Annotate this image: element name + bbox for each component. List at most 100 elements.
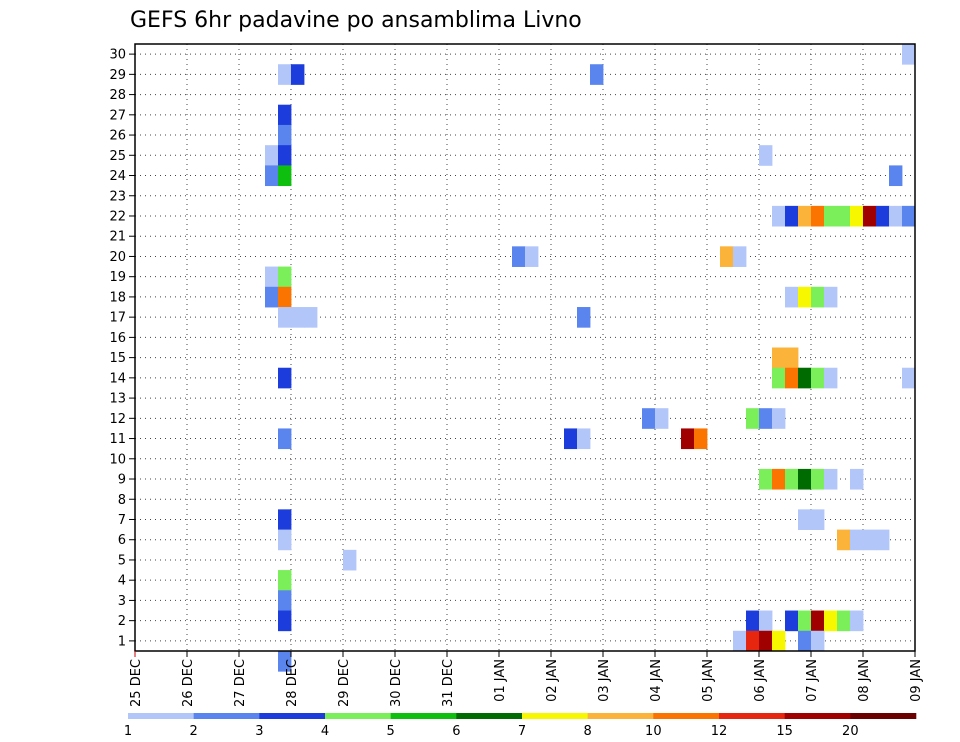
precip-cell [525,246,539,267]
colorbar-swatch [522,713,588,719]
x-tick-label: 03 JAN [597,659,612,702]
colorbar-label: 6 [452,724,460,739]
y-tick-label: 22 [109,209,126,224]
precip-cell [785,347,799,369]
precip-cell [278,307,292,328]
precip-cell [889,205,903,227]
precip-cell [278,367,292,389]
precip-cell [720,246,734,267]
precip-cell [733,630,747,652]
colorbar-swatch [325,713,391,719]
precip-cell [577,307,591,328]
y-tick-label: 6 [118,533,126,548]
precip-cell [850,205,864,227]
colorbar-label: 5 [387,724,395,739]
precip-cell [278,266,292,288]
x-tick-label: 27 DEC [233,659,248,707]
x-tick-label: 29 DEC [337,659,352,707]
precip-cell [811,367,825,389]
y-tick-label: 23 [109,189,126,204]
x-tick-label: 30 DEC [389,659,404,707]
precip-cell [798,630,812,652]
x-tick-label: 28 DEC [285,659,300,707]
precip-cell [512,246,526,267]
precip-cell [837,529,851,551]
precip-cell [811,509,825,530]
precip-cell [278,286,292,308]
colorbar-swatch [128,713,194,719]
precip-cell [798,468,812,490]
precip-cell [876,529,890,551]
y-tick-label: 16 [109,331,126,346]
x-tick-label: 05 JAN [701,659,716,702]
precip-cell [772,468,786,490]
precip-cell [824,610,838,632]
precip-cell [785,468,799,490]
precip-cell [759,630,773,652]
precip-cell [694,428,708,450]
precip-cell [785,367,799,389]
precip-cell [785,286,799,308]
precip-cell [772,205,786,227]
y-tick-label: 12 [109,412,126,427]
precip-cell [902,205,916,227]
precip-cell [291,307,305,328]
precip-cell [265,165,279,187]
colorbar-swatch [587,713,654,719]
precip-cell [278,124,292,146]
colorbar-swatch [259,713,326,719]
y-tick-label: 13 [109,392,126,407]
precip-cell [811,630,825,652]
x-tick-label: 26 DEC [181,659,196,707]
colorbar-swatch [653,713,720,719]
precip-cell [278,590,292,611]
precip-cell [785,205,799,227]
colorbar-label: 4 [321,724,329,739]
colorbar-label: 10 [645,724,662,739]
y-tick-label: 14 [109,371,126,386]
precip-cell [759,145,773,166]
colorbar-swatch [390,713,457,719]
precip-cell [642,408,656,429]
precip-cell [850,468,864,490]
colorbar-label: 2 [190,724,198,739]
precip-cell [265,145,279,166]
precip-cell [681,428,695,450]
precip-cell [876,205,890,227]
precip-cell [798,205,812,227]
precip-cell [798,509,812,530]
y-tick-label: 2 [118,614,126,629]
x-tick-label: 09 JAN [909,659,924,702]
x-tick-label: 02 JAN [545,659,560,702]
precip-cell [772,408,786,429]
y-tick-label: 29 [109,68,126,83]
precip-cell [811,286,825,308]
precip-cell [278,651,292,672]
y-tick-label: 15 [109,351,126,366]
y-tick-label: 3 [118,594,126,609]
y-tick-label: 19 [109,270,126,285]
chart-title: GEFS 6hr padavine po ansamblima Livno [130,8,582,33]
y-tick-label: 18 [109,290,126,305]
y-tick-label: 5 [118,553,126,568]
precip-cell [772,630,786,652]
precip-cell [863,529,877,551]
y-tick-label: 28 [109,88,126,103]
x-tick-label: 08 JAN [857,659,872,702]
precip-cell [785,610,799,632]
colorbar-swatch [456,713,523,719]
precip-cell [564,428,578,450]
colorbar-label: 20 [842,724,859,739]
precip-cell [798,286,812,308]
precip-cell [902,367,916,389]
precip-cell [850,529,864,551]
y-tick-label: 8 [118,493,126,508]
precip-cell [304,307,318,328]
y-tick-label: 27 [109,108,126,123]
precip-cell [837,610,851,632]
precip-cell [759,408,773,429]
precip-cell [850,610,864,632]
precip-cell [746,408,760,429]
x-tick-label: 04 JAN [649,659,664,702]
